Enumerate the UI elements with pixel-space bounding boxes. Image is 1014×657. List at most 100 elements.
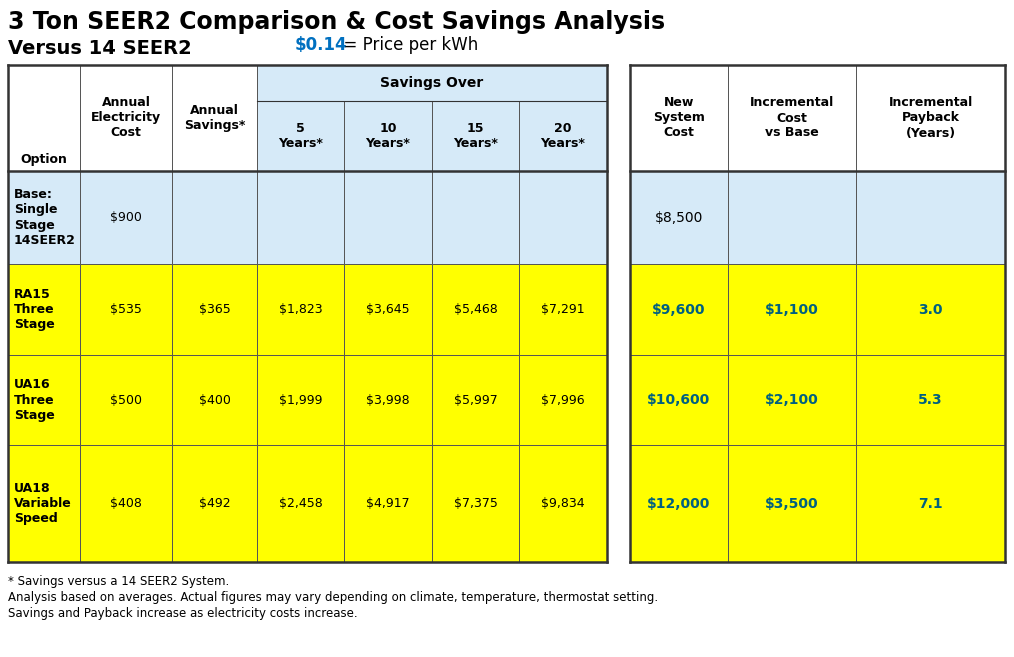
- Bar: [519, 101, 607, 171]
- Bar: [432, 355, 519, 445]
- Text: = Price per kWh: = Price per kWh: [333, 36, 479, 54]
- Bar: [728, 171, 856, 264]
- Text: $535: $535: [111, 303, 142, 316]
- Bar: [172, 65, 257, 171]
- Bar: [80, 355, 172, 445]
- Bar: [344, 101, 432, 171]
- Bar: [8, 264, 80, 355]
- Text: $7,375: $7,375: [453, 497, 498, 510]
- Text: UA16
Three
Stage: UA16 Three Stage: [14, 378, 55, 422]
- Text: 20
Years*: 20 Years*: [540, 122, 585, 150]
- Bar: [8, 355, 80, 445]
- Text: $492: $492: [199, 497, 230, 510]
- Text: Annual
Electricity
Cost: Annual Electricity Cost: [91, 97, 161, 139]
- Text: $7,996: $7,996: [541, 394, 585, 407]
- Text: 3 Ton SEER2 Comparison & Cost Savings Analysis: 3 Ton SEER2 Comparison & Cost Savings An…: [8, 10, 665, 34]
- Text: Annual
Savings*: Annual Savings*: [184, 104, 245, 132]
- Text: $10,600: $10,600: [647, 393, 711, 407]
- Bar: [519, 355, 607, 445]
- Text: $3,645: $3,645: [366, 303, 410, 316]
- Text: $1,100: $1,100: [766, 302, 819, 317]
- Bar: [728, 65, 856, 171]
- Bar: [607, 65, 630, 562]
- Bar: [172, 445, 257, 562]
- Text: Versus 14 SEER2: Versus 14 SEER2: [8, 39, 192, 58]
- Text: $5,997: $5,997: [453, 394, 498, 407]
- Bar: [856, 264, 1005, 355]
- Text: $2,100: $2,100: [766, 393, 819, 407]
- Bar: [856, 65, 1005, 171]
- Bar: [519, 264, 607, 355]
- Text: $4,917: $4,917: [366, 497, 410, 510]
- Text: 5.3: 5.3: [919, 393, 943, 407]
- Text: 5
Years*: 5 Years*: [278, 122, 322, 150]
- Text: Savings Over: Savings Over: [380, 76, 484, 90]
- Bar: [432, 445, 519, 562]
- Bar: [856, 355, 1005, 445]
- Text: Incremental
Cost
vs Base: Incremental Cost vs Base: [750, 97, 835, 139]
- Text: $900: $900: [111, 211, 142, 224]
- Bar: [80, 65, 172, 171]
- Bar: [607, 445, 630, 562]
- Text: $8,500: $8,500: [655, 210, 703, 225]
- Text: Base:
Single
Stage
14SEER2: Base: Single Stage 14SEER2: [14, 189, 76, 246]
- Text: $0.14: $0.14: [295, 36, 348, 54]
- Text: $5,468: $5,468: [453, 303, 498, 316]
- Text: Incremental
Payback
(Years): Incremental Payback (Years): [888, 97, 972, 139]
- Bar: [630, 445, 728, 562]
- Bar: [728, 445, 856, 562]
- Text: $365: $365: [199, 303, 230, 316]
- Bar: [172, 355, 257, 445]
- Bar: [257, 65, 607, 101]
- Bar: [728, 355, 856, 445]
- Bar: [80, 264, 172, 355]
- Bar: [257, 264, 344, 355]
- Text: $3,500: $3,500: [766, 497, 819, 510]
- Text: $9,834: $9,834: [541, 497, 585, 510]
- Text: $3,998: $3,998: [366, 394, 410, 407]
- Bar: [630, 171, 728, 264]
- Bar: [257, 355, 344, 445]
- Bar: [257, 171, 344, 264]
- Text: Savings and Payback increase as electricity costs increase.: Savings and Payback increase as electric…: [8, 607, 358, 620]
- Bar: [607, 171, 630, 264]
- Bar: [630, 65, 728, 171]
- Text: $1,823: $1,823: [279, 303, 322, 316]
- Text: Option: Option: [20, 152, 68, 166]
- Bar: [344, 264, 432, 355]
- Bar: [8, 445, 80, 562]
- Bar: [257, 101, 344, 171]
- Bar: [344, 171, 432, 264]
- Text: $7,291: $7,291: [541, 303, 585, 316]
- Text: New
System
Cost: New System Cost: [653, 97, 705, 139]
- Bar: [607, 264, 630, 355]
- Bar: [432, 101, 519, 171]
- Text: $408: $408: [111, 497, 142, 510]
- Bar: [432, 171, 519, 264]
- Bar: [519, 171, 607, 264]
- Bar: [80, 171, 172, 264]
- Bar: [519, 445, 607, 562]
- Bar: [344, 445, 432, 562]
- Text: UA18
Variable
Speed: UA18 Variable Speed: [14, 482, 72, 525]
- Text: * Savings versus a 14 SEER2 System.: * Savings versus a 14 SEER2 System.: [8, 575, 229, 588]
- Text: 3.0: 3.0: [919, 302, 943, 317]
- Bar: [344, 355, 432, 445]
- Bar: [856, 171, 1005, 264]
- Bar: [630, 355, 728, 445]
- Text: $9,600: $9,600: [652, 302, 706, 317]
- Text: 7.1: 7.1: [919, 497, 943, 510]
- Text: $400: $400: [199, 394, 230, 407]
- Bar: [8, 171, 80, 264]
- Bar: [257, 445, 344, 562]
- Text: RA15
Three
Stage: RA15 Three Stage: [14, 288, 55, 331]
- Bar: [728, 264, 856, 355]
- Text: Analysis based on averages. Actual figures may vary depending on climate, temper: Analysis based on averages. Actual figur…: [8, 591, 658, 604]
- Bar: [172, 171, 257, 264]
- Bar: [172, 264, 257, 355]
- Text: 15
Years*: 15 Years*: [453, 122, 498, 150]
- Text: $1,999: $1,999: [279, 394, 322, 407]
- Text: $2,458: $2,458: [279, 497, 322, 510]
- Bar: [630, 264, 728, 355]
- Bar: [607, 355, 630, 445]
